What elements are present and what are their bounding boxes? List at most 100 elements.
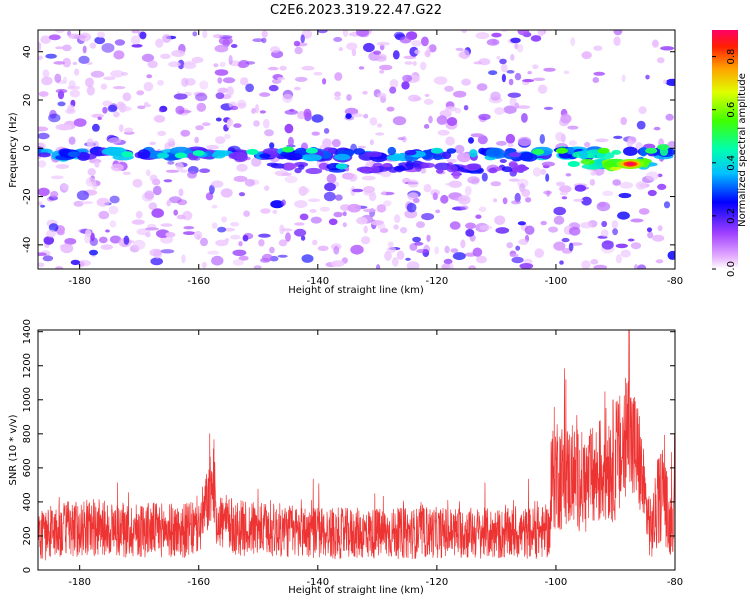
heatmap-speckle — [590, 259, 599, 265]
heatmap-speckle — [423, 184, 432, 193]
heatmap-speckle — [645, 171, 659, 181]
heatmap-speckle — [657, 183, 667, 190]
heatmap-speckle — [460, 205, 469, 211]
heatmap-speckle — [428, 115, 433, 124]
heatmap-speckle — [543, 67, 556, 72]
heatmap-speckle — [476, 83, 488, 91]
heatmap-speckle — [506, 70, 515, 74]
heatmap-speckle — [613, 30, 623, 36]
heatmap-speckle — [655, 259, 664, 264]
heatmap-speckle — [215, 136, 226, 145]
heatmap-speckle — [532, 77, 546, 82]
heatmap-speckle — [328, 218, 338, 226]
heatmap-speckle — [38, 126, 49, 132]
heatmap-speckle — [527, 71, 532, 75]
heatmap-speckle — [537, 84, 548, 94]
heatmap-speckle — [338, 47, 343, 52]
heatmap-speckle — [54, 30, 65, 33]
heatmap-speckle — [516, 44, 524, 53]
heatmap-speckle — [667, 250, 675, 260]
heatmap-speckle — [148, 202, 158, 211]
heatmap-speckle — [389, 79, 399, 89]
heatmap-speckle — [121, 72, 128, 76]
heatmap-speckle — [294, 76, 308, 82]
heatmap-ridge-blob — [369, 165, 380, 174]
heatmap-speckle — [98, 236, 108, 244]
heatmap-speckle — [630, 242, 642, 250]
heatmap-speckle — [534, 248, 544, 258]
heatmap-speckle — [294, 200, 308, 209]
heatmap-speckle — [173, 93, 188, 100]
heatmap-speckle — [601, 240, 614, 250]
heatmap-speckle — [619, 181, 634, 189]
heatmap-speckle — [238, 192, 246, 197]
heatmap-speckle — [309, 208, 317, 213]
heatmap-speckle — [580, 222, 593, 229]
heatmap-hotspot — [121, 151, 134, 158]
heatmap-speckle — [317, 30, 328, 34]
heatmap-speckle — [394, 214, 401, 224]
heatmap-speckle — [490, 91, 501, 101]
heatmap-speckle — [424, 93, 430, 97]
heatmap-speckle — [423, 98, 434, 105]
snr-x-label: Height of straight line (km) — [288, 585, 424, 596]
heatmap-speckle — [356, 216, 368, 225]
heatmap-speckle — [85, 229, 92, 238]
heatmap-speckle — [175, 105, 185, 115]
heatmap-speckle — [279, 65, 287, 71]
heatmap-speckle — [567, 125, 579, 130]
heatmap-speckle — [180, 129, 191, 137]
heatmap-speckle — [499, 159, 507, 163]
heatmap-speckle — [559, 185, 572, 193]
heatmap-speckle — [409, 46, 419, 57]
heatmap-speckle — [195, 92, 208, 102]
heatmap-speckle — [136, 228, 151, 236]
heatmap-speckle — [488, 70, 498, 76]
heatmap-speckle — [521, 189, 531, 197]
heatmap-speckle — [373, 50, 382, 55]
heatmap-speckle — [514, 192, 521, 203]
heatmap-speckle — [214, 44, 229, 53]
heatmap-speckle — [237, 61, 247, 69]
heatmap-speckle — [440, 194, 449, 204]
heatmap-ridge-blob — [394, 165, 406, 172]
heatmap-speckle — [258, 239, 265, 247]
heatmap-speckle — [472, 247, 483, 257]
y-tick-label: 200 — [22, 526, 33, 545]
heatmap-hotspot — [157, 152, 169, 159]
heatmap-speckle — [414, 49, 421, 55]
heatmap-speckle — [553, 241, 566, 251]
heatmap-speckle — [334, 95, 341, 101]
heatmap-speckle — [226, 120, 231, 129]
heatmap-speckle — [303, 108, 312, 119]
heatmap-ridge-blob — [298, 164, 305, 170]
heatmap-speckle — [48, 223, 59, 232]
heatmap-speckle — [384, 250, 392, 261]
heatmap-ridge-blob — [366, 151, 382, 158]
heatmap-speckle — [38, 187, 50, 197]
heatmap-speckle — [646, 227, 653, 233]
heatmap-speckle — [351, 188, 364, 193]
heatmap-speckle — [40, 204, 46, 208]
heatmap-speckle — [112, 86, 126, 90]
heatmap-speckle — [481, 172, 488, 182]
heatmap-speckle — [253, 265, 262, 269]
heatmap-speckle — [151, 208, 164, 218]
heatmap-speckle — [559, 260, 564, 265]
y-tick-label: -40 — [22, 237, 33, 253]
heatmap-speckle — [573, 198, 584, 202]
heatmap-ridge-blob — [405, 161, 414, 169]
heatmap-speckle — [379, 69, 385, 74]
heatmap-speckle — [78, 55, 90, 64]
heatmap-ridge-blob — [360, 167, 373, 173]
y-tick-label: 800 — [22, 424, 33, 443]
heatmap-hotspot — [246, 148, 259, 155]
heatmap-speckle — [593, 45, 603, 51]
heatmap-speckle — [665, 78, 675, 86]
colorbar-tick-label: 0.2 — [726, 208, 737, 224]
heatmap-speckle — [264, 129, 274, 137]
heatmap-speckle — [299, 213, 309, 221]
heatmap-speckle — [494, 215, 506, 225]
heatmap-speckle — [667, 141, 675, 150]
heatmap-speckle — [230, 105, 239, 111]
